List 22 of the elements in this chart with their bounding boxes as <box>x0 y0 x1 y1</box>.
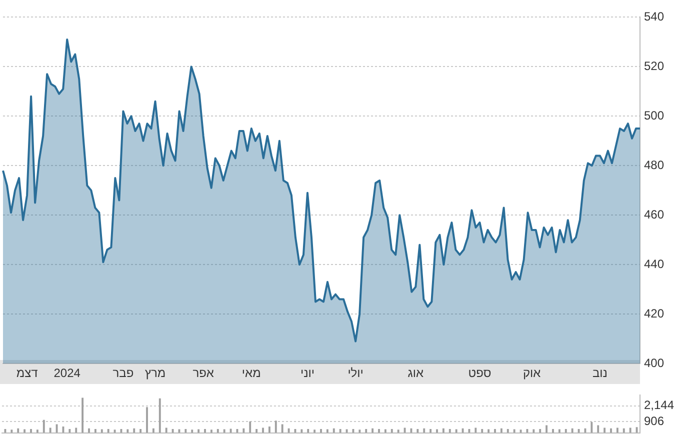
x-tick-label: יולי <box>348 366 364 380</box>
y-tick-label: 2,144 <box>644 398 674 412</box>
x-tick-label: דצמ <box>16 366 38 380</box>
x-tick-label: יוני <box>300 366 314 380</box>
y-tick-label: 460 <box>644 207 664 222</box>
x-tick-label: מרץ <box>144 366 166 380</box>
x-tick-label: 2024 <box>54 366 81 380</box>
x-tick-label: מאי <box>242 366 261 380</box>
x-tick-label: אוק <box>522 366 542 380</box>
x-tick-label: אוג <box>408 366 424 380</box>
x-tick-label: פבר <box>112 366 134 380</box>
y-tick-label: 440 <box>644 256 664 271</box>
x-tick-label: נוב <box>592 366 608 380</box>
y-tick-label: 906 <box>644 414 664 428</box>
y-tick-label: 480 <box>644 158 664 172</box>
y-tick-label: 540 <box>644 10 664 24</box>
y-tick-label: 500 <box>644 108 664 122</box>
y-tick-label: 420 <box>644 306 664 320</box>
x-tick-label: אפר <box>192 366 214 380</box>
x-tick-label: ספט <box>468 366 492 380</box>
y-tick-label: 400 <box>644 356 664 370</box>
y-tick-label: 520 <box>644 59 664 73</box>
